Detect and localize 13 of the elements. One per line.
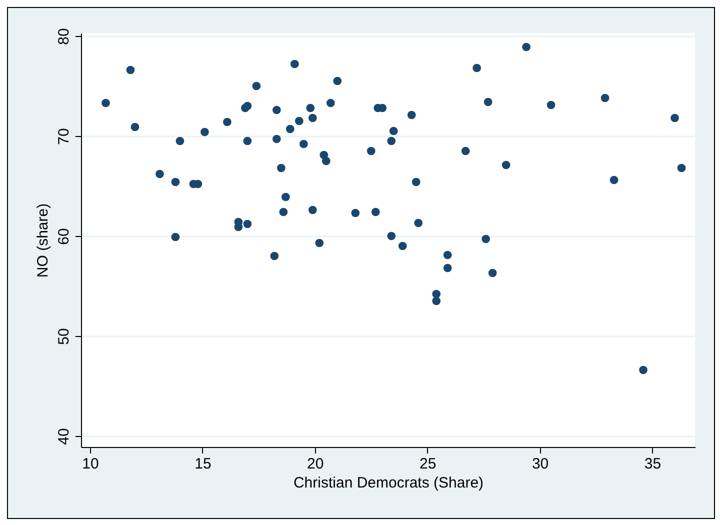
y-axis-title: NO (share) <box>34 203 52 278</box>
x-tick-label: 20 <box>307 456 324 472</box>
x-tick-label: 30 <box>532 456 549 472</box>
y-tick-label: 80 <box>56 28 72 45</box>
x-tick-label: 15 <box>194 456 212 472</box>
x-tick-label: 25 <box>420 456 436 472</box>
y-tick-label: 60 <box>56 228 72 245</box>
x-tick-label: 35 <box>644 456 662 472</box>
y-tick-label: 40 <box>56 428 72 445</box>
y-tick-label: 70 <box>56 128 72 145</box>
y-tick-label: 50 <box>56 328 72 345</box>
x-tick-label: 10 <box>82 456 99 472</box>
x-axis-title: Christian Democrats (Share) <box>293 474 484 492</box>
